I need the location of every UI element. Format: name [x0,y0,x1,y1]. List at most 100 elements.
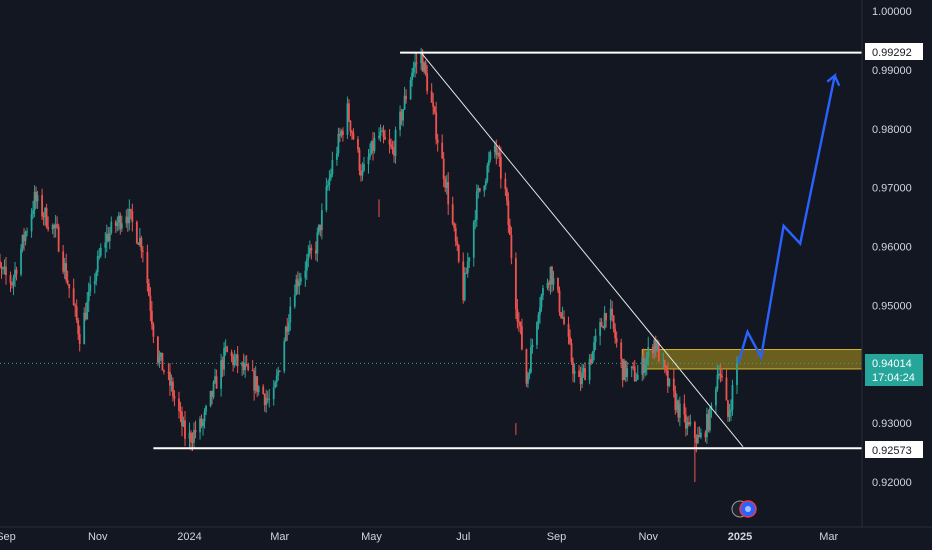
candle-body [114,221,117,227]
candle-body [426,73,429,92]
candle-body [615,338,618,343]
candle-body [160,352,162,357]
candle-body [611,308,614,316]
current-price-badge: 0.94014 17:04:24 [865,354,923,386]
price-axis[interactable]: 1.00000 0.99000 0.98000 0.97000 0.96000 0.950… [872,6,912,489]
candle-body [137,243,140,245]
candle-body [200,418,203,427]
candle-body [394,129,397,156]
candle-body [105,233,108,243]
candle-body [727,400,729,417]
candle-body [126,216,129,224]
candle-body [381,130,383,132]
candle-body [653,339,656,354]
event-markers[interactable] [731,500,757,518]
candle-body [445,182,448,188]
candle-body [5,266,7,276]
candle-body [62,251,65,272]
candle-body [716,374,719,389]
level-label-text: 0.92573 [872,445,912,457]
candle-body [241,362,244,367]
candle-body [384,136,386,140]
candle-body [110,221,113,233]
time-tick-label: 2025 [728,531,752,543]
candle-body [129,209,132,212]
candle-body [696,434,699,444]
candle-body [348,103,350,121]
candle-body [329,173,332,179]
horizontal-levels[interactable] [153,51,862,450]
candle-body [161,352,164,371]
candle-body [630,366,633,369]
candle-body [120,223,123,229]
candle-body [369,153,371,157]
candle-body [409,79,412,100]
candle-body [593,342,596,352]
candle-body [483,185,486,192]
candle-body [212,381,215,397]
candle-body [519,322,522,327]
descending-trendline[interactable] [420,52,744,447]
candle-body [684,414,687,429]
candle-body [484,180,487,186]
candle-body [147,283,150,296]
candle-body [454,227,457,242]
candle-body [420,52,423,64]
candle-body [600,322,603,327]
projection-path[interactable] [737,72,841,363]
candle-body [456,241,459,246]
time-axis[interactable]: Sep Nov 2024 Mar May Jul Sep Nov 2025 Mar [0,531,839,543]
candle-body [715,388,717,406]
candle-body [235,354,238,359]
zone-rectangle[interactable] [641,349,863,370]
candle-body [0,261,1,268]
candle-body [563,316,565,324]
candle-body [678,403,681,418]
candle-body [695,438,698,444]
supply-demand-zone[interactable] [641,349,863,370]
candle-body [666,370,669,386]
candle-body [57,226,60,252]
candle-body [540,295,543,308]
candle-body [178,398,180,411]
candle-body [444,179,447,188]
candle-body [567,323,570,337]
candle-body [435,112,438,140]
candle-body [612,315,615,329]
candle-body [620,342,623,359]
candle-body [442,158,445,180]
candle-body [342,130,344,135]
candle-body [498,152,501,157]
candle-body [257,386,260,393]
candle-body [624,360,627,378]
candle-body [689,422,692,425]
time-tick-label: Sep [547,531,567,543]
time-tick-label: May [361,531,382,543]
candle-body [190,432,192,443]
candle-body [223,347,225,370]
time-tick-label: Mar [270,531,289,543]
candle-body [654,339,657,351]
candle-body [331,159,334,174]
candle-body [179,410,182,412]
candle-body [141,250,144,252]
candle-body [698,434,701,438]
candle-body [51,224,54,230]
candle-body [149,295,152,311]
candle-body [402,109,404,121]
candle-body [75,306,78,321]
candle-body [730,409,732,412]
price-tick-label: 0.92000 [872,477,912,489]
candle-body [232,356,235,365]
candle-body [287,322,290,332]
candle-body [215,376,218,389]
candle-body [272,387,275,400]
candle-body [441,142,444,159]
candle-body [56,224,59,227]
candle-body [636,374,639,380]
candle-body [346,103,349,135]
candle-body [391,146,394,150]
candle-body [411,72,414,80]
candle-body [393,149,395,156]
